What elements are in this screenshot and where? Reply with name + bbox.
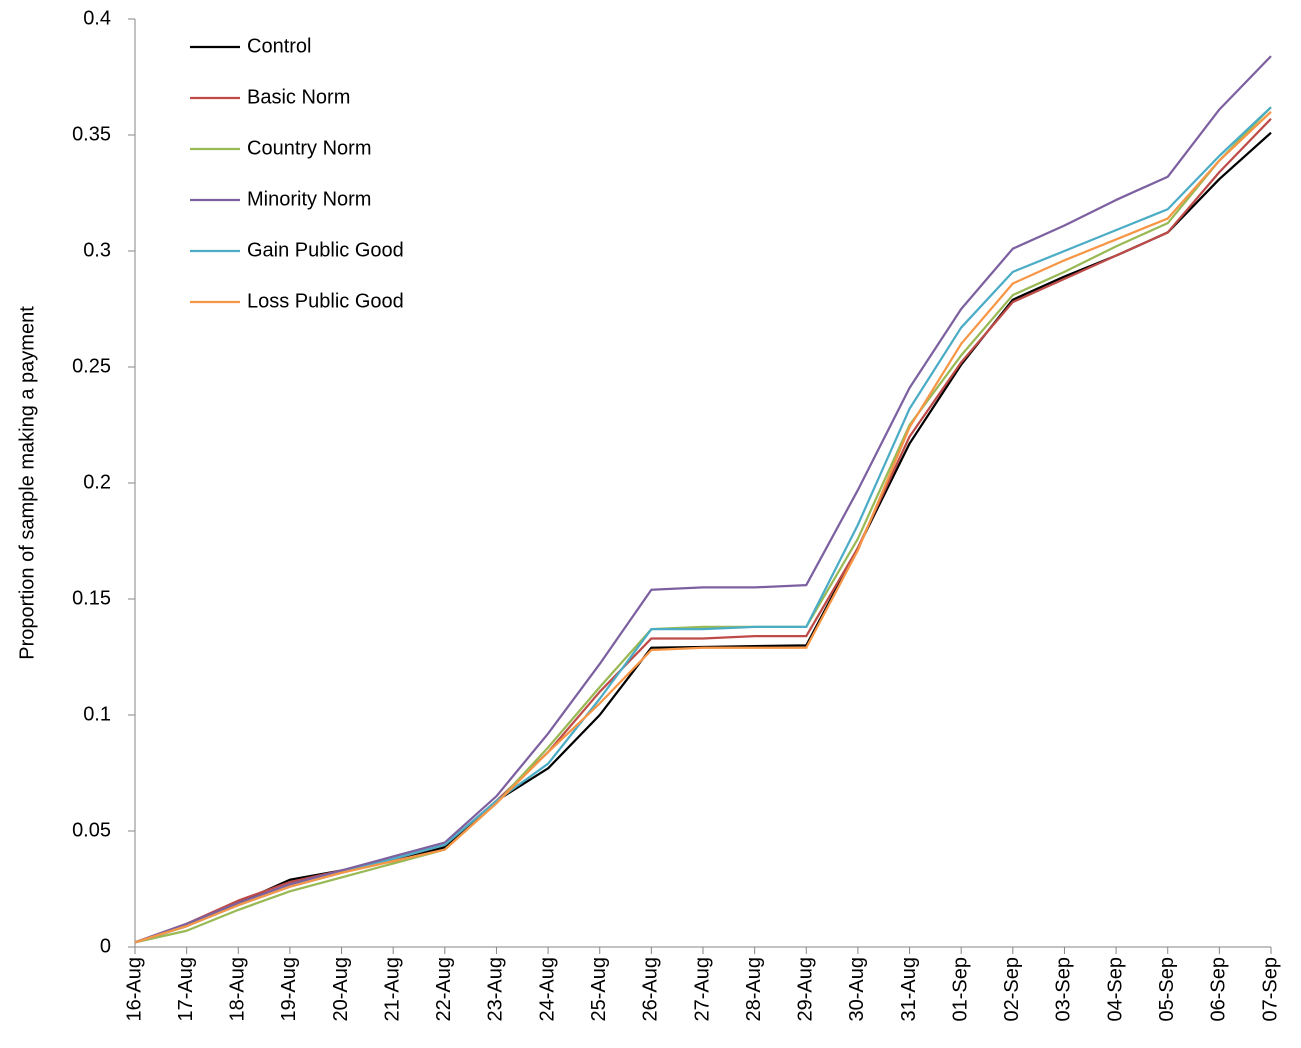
x-tick-label: 31-Aug <box>898 957 920 1022</box>
y-tick-label: 0.05 <box>72 819 111 841</box>
x-tick-label: 02-Sep <box>1001 957 1023 1022</box>
legend-label: Basic Norm <box>247 86 350 108</box>
series-line <box>134 106 1272 944</box>
x-tick-label: 23-Aug <box>485 957 507 1022</box>
x-tick-label: 03-Sep <box>1053 957 1075 1022</box>
x-tick-label: 01-Sep <box>949 957 971 1022</box>
series-line <box>134 106 1272 944</box>
legend-label: Country Norm <box>247 137 371 159</box>
y-tick-label: 0.3 <box>83 239 111 261</box>
x-tick-label: 26-Aug <box>640 957 662 1022</box>
x-tick-label: 07-Sep <box>1259 957 1281 1022</box>
x-tick-label: 06-Sep <box>1208 957 1230 1022</box>
x-tick-label: 16-Aug <box>123 957 145 1022</box>
x-tick-label: 28-Aug <box>743 957 765 1022</box>
x-tick-label: 25-Aug <box>588 957 610 1022</box>
x-tick-label: 18-Aug <box>227 957 249 1022</box>
x-tick-label: 04-Sep <box>1104 957 1126 1022</box>
x-tick-label: 19-Aug <box>278 957 300 1022</box>
y-tick-label: 0.25 <box>72 355 111 377</box>
x-tick-label: 20-Aug <box>330 957 352 1022</box>
series-line <box>134 110 1272 944</box>
x-tick-label: 24-Aug <box>536 957 558 1022</box>
y-tick-label: 0 <box>100 935 111 957</box>
y-tick-label: 0.4 <box>83 7 111 29</box>
legend-label: Control <box>247 35 311 57</box>
y-tick-label: 0.35 <box>72 123 111 145</box>
legend-label: Minority Norm <box>247 188 371 210</box>
legend-label: Loss Public Good <box>247 290 404 312</box>
x-tick-label: 27-Aug <box>691 957 713 1022</box>
x-tick-label: 21-Aug <box>381 957 403 1022</box>
y-tick-label: 0.1 <box>83 703 111 725</box>
legend-label: Gain Public Good <box>247 239 404 261</box>
series-line <box>134 55 1272 944</box>
x-tick-label: 17-Aug <box>175 957 197 1022</box>
x-tick-label: 30-Aug <box>846 957 868 1022</box>
x-tick-label: 29-Aug <box>795 957 817 1022</box>
y-tick-label: 0.15 <box>72 587 111 609</box>
x-tick-label: 05-Sep <box>1156 957 1178 1022</box>
y-tick-label: 0.2 <box>83 471 111 493</box>
y-axis-label: Proportion of sample making a payment <box>16 306 38 660</box>
x-tick-label: 22-Aug <box>433 957 455 1022</box>
